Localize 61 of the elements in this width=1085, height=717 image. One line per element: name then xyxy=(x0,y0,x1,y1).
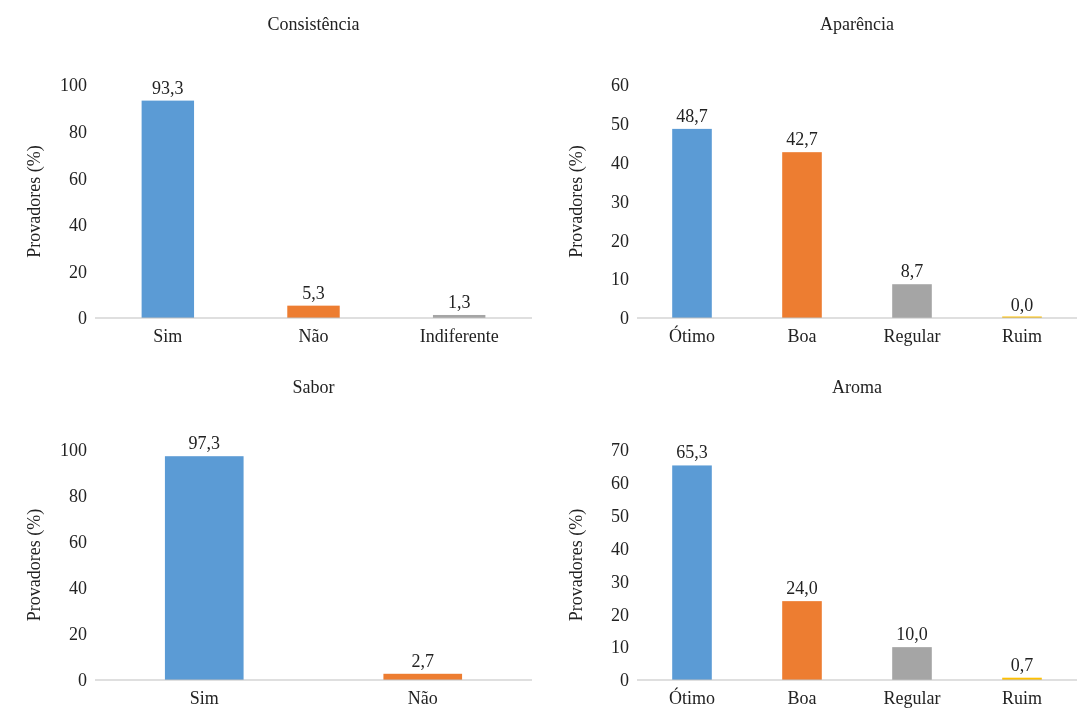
y-tick-label: 50 xyxy=(611,506,629,527)
y-tick-label: 40 xyxy=(69,215,87,236)
x-tick-label: Ruim xyxy=(1001,688,1043,708)
x-tick-label: Não xyxy=(298,326,329,346)
data-label: 1,3 xyxy=(447,291,471,312)
data-label: 5,3 xyxy=(302,282,325,303)
data-label: 2,7 xyxy=(411,650,434,671)
data-label: 0,0 xyxy=(1010,295,1034,315)
y-tick-label: 40 xyxy=(611,538,629,559)
y-tick-label: 40 xyxy=(69,578,87,599)
y-tick-label: 0 xyxy=(78,670,87,691)
y-tick-label: 60 xyxy=(611,75,629,96)
y-tick-label: 60 xyxy=(611,473,629,494)
y-tick-label: 0 xyxy=(620,308,629,329)
y-tick-label: 80 xyxy=(69,121,87,142)
y-tick-label: 100 xyxy=(60,75,87,96)
data-label: 97,3 xyxy=(188,433,220,454)
y-tick-label: 100 xyxy=(60,440,87,461)
x-tick-label: Não xyxy=(407,688,438,708)
y-tick-label: 60 xyxy=(69,532,87,553)
x-tick-label: Regular xyxy=(883,326,941,346)
y-tick-label: 20 xyxy=(69,261,87,282)
chart-title: Consistência xyxy=(267,14,360,34)
y-tick-label: 20 xyxy=(69,624,87,645)
y-tick-label: 30 xyxy=(611,191,629,212)
y-tick-label: 60 xyxy=(69,168,87,189)
y-tick-label: 40 xyxy=(611,152,629,173)
x-tick-label: Sim xyxy=(189,688,219,708)
y-tick-label: 0 xyxy=(620,670,629,691)
chart-title: Aroma xyxy=(832,377,882,397)
data-label: 0,7 xyxy=(1010,654,1034,675)
chart-title: Sabor xyxy=(292,377,335,397)
y-tick-label: 0 xyxy=(78,308,87,329)
y-axis-title: Provadores (%) xyxy=(24,508,45,622)
y-tick-label: 10 xyxy=(611,637,629,658)
y-axis-title: Provadores (%) xyxy=(566,145,587,258)
x-tick-label: Ótimo xyxy=(668,325,716,346)
data-label: 10,0 xyxy=(896,624,928,645)
data-label: 24,0 xyxy=(786,578,818,599)
data-label: 8,7 xyxy=(900,261,924,282)
x-tick-label: Ruim xyxy=(1001,326,1043,346)
data-label: 48,7 xyxy=(676,105,708,126)
x-tick-label: Boa xyxy=(787,326,817,346)
y-tick-label: 20 xyxy=(611,604,629,625)
y-tick-label: 20 xyxy=(611,230,629,251)
x-tick-label: Sim xyxy=(153,326,183,346)
data-label: 65,3 xyxy=(676,442,708,463)
data-label: 93,3 xyxy=(152,77,184,98)
y-tick-label: 10 xyxy=(611,269,629,290)
y-tick-label: 30 xyxy=(611,571,629,592)
chart-title: Aparência xyxy=(820,14,894,34)
y-tick-label: 70 xyxy=(611,440,629,461)
y-tick-label: 80 xyxy=(69,486,87,507)
y-axis-title: Provadores (%) xyxy=(566,508,587,622)
data-label: 42,7 xyxy=(786,129,818,150)
y-axis-title: Provadores (%) xyxy=(24,145,45,258)
x-tick-label: Regular xyxy=(883,688,941,708)
y-tick-label: 50 xyxy=(611,114,629,135)
x-tick-label: Boa xyxy=(787,688,817,708)
x-tick-label: Indiferente xyxy=(419,326,499,346)
x-tick-label: Ótimo xyxy=(668,687,716,708)
